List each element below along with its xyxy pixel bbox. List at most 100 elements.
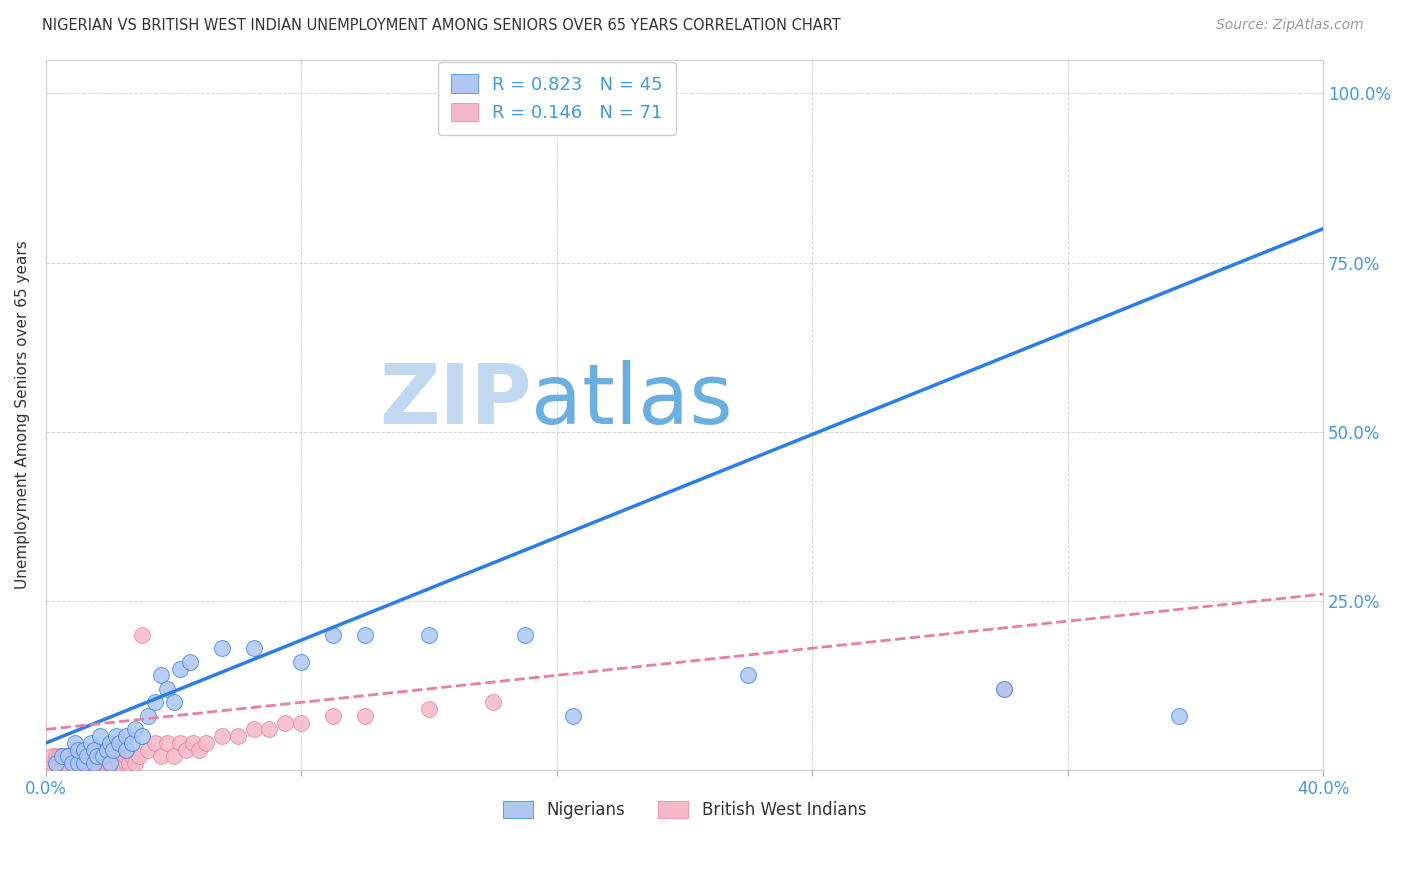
Point: [86, 749, 108, 764]
Point: [181, 736, 204, 750]
Point: [188, 742, 211, 756]
Point: [79, 756, 101, 771]
Point: [70, 749, 93, 764]
Point: [45, 749, 67, 764]
Point: [48, 756, 70, 771]
Point: [259, 723, 281, 737]
Point: [242, 723, 264, 737]
Point: [73, 756, 96, 771]
Point: [111, 749, 134, 764]
Point: [290, 715, 312, 730]
Point: [274, 715, 297, 730]
Point: [60, 749, 83, 764]
Point: [76, 749, 98, 764]
Point: [73, 742, 96, 756]
Point: [179, 655, 201, 669]
Point: [114, 742, 136, 756]
Point: [354, 709, 377, 723]
Point: [149, 668, 172, 682]
Text: ZIP: ZIP: [378, 360, 531, 441]
Point: [118, 756, 141, 771]
Point: [993, 681, 1015, 696]
Text: atlas: atlas: [531, 360, 733, 441]
Point: [98, 756, 121, 771]
Point: [108, 756, 131, 771]
Point: [89, 749, 111, 764]
Point: [163, 695, 186, 709]
Point: [86, 756, 108, 771]
Point: [83, 756, 105, 771]
Point: [73, 749, 96, 764]
Point: [143, 736, 166, 750]
Point: [114, 756, 136, 771]
Point: [121, 736, 143, 750]
Point: [131, 729, 153, 743]
Point: [322, 628, 344, 642]
Point: [93, 756, 115, 771]
Point: [51, 756, 73, 771]
Point: [169, 661, 191, 675]
Point: [513, 628, 536, 642]
Point: [76, 756, 98, 771]
Point: [66, 756, 89, 771]
Point: [45, 756, 67, 771]
Point: [163, 749, 186, 764]
Point: [60, 756, 83, 771]
Point: [70, 756, 93, 771]
Point: [354, 628, 377, 642]
Point: [176, 742, 198, 756]
Point: [98, 756, 121, 771]
Point: [93, 749, 115, 764]
Point: [194, 736, 217, 750]
Point: [105, 749, 128, 764]
Point: [226, 729, 249, 743]
Point: [156, 736, 179, 750]
Point: [993, 681, 1015, 696]
Point: [53, 749, 76, 764]
Point: [128, 749, 150, 764]
Point: [124, 723, 146, 737]
Point: [51, 749, 73, 764]
Point: [169, 736, 191, 750]
Point: [136, 742, 159, 756]
Point: [98, 736, 121, 750]
Point: [63, 756, 86, 771]
Point: [131, 628, 153, 642]
Point: [114, 729, 136, 743]
Point: [96, 756, 118, 771]
Point: [58, 749, 80, 764]
Point: [89, 729, 111, 743]
Point: [66, 756, 89, 771]
Point: [48, 749, 70, 764]
Point: [53, 756, 76, 771]
Point: [114, 749, 136, 764]
Point: [58, 749, 80, 764]
Point: [101, 756, 124, 771]
Point: [101, 742, 124, 756]
Point: [63, 742, 86, 756]
Point: [89, 756, 111, 771]
Point: [211, 729, 233, 743]
Y-axis label: Unemployment Among Seniors over 65 years: Unemployment Among Seniors over 65 years: [15, 241, 30, 590]
Point: [45, 756, 67, 771]
Point: [41, 756, 63, 771]
Point: [66, 742, 89, 756]
Point: [418, 628, 440, 642]
Point: [98, 749, 121, 764]
Point: [76, 749, 98, 764]
Point: [83, 742, 105, 756]
Point: [79, 749, 101, 764]
Text: Source: ZipAtlas.com: Source: ZipAtlas.com: [1216, 18, 1364, 32]
Point: [322, 709, 344, 723]
Point: [290, 655, 312, 669]
Point: [143, 695, 166, 709]
Point: [482, 695, 505, 709]
Point: [136, 709, 159, 723]
Point: [105, 729, 128, 743]
Point: [156, 681, 179, 696]
Point: [211, 641, 233, 656]
Point: [96, 749, 118, 764]
Point: [73, 756, 96, 771]
Point: [737, 668, 759, 682]
Point: [108, 736, 131, 750]
